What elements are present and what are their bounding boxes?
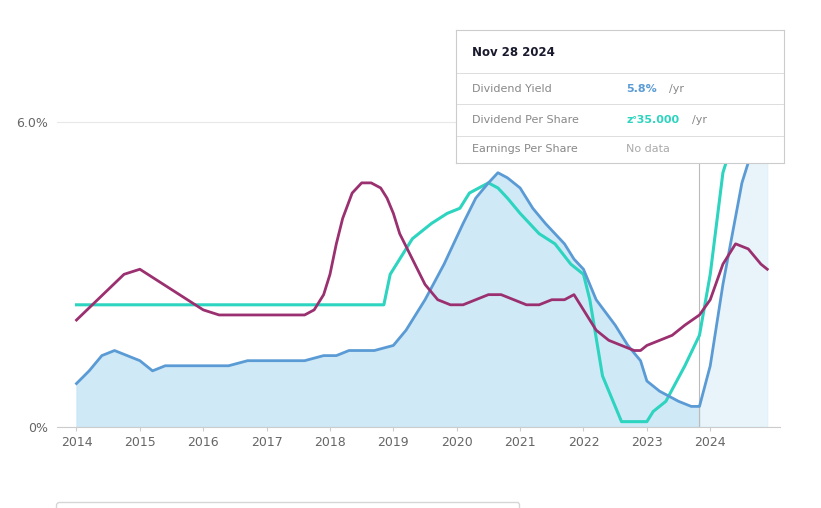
Text: zᐤ35.000: zᐤ35.000	[626, 115, 680, 125]
Text: Past: Past	[707, 85, 732, 98]
Text: No data: No data	[626, 144, 670, 154]
Legend: Dividend Yield, Dividend Per Share, Earnings Per Share: Dividend Yield, Dividend Per Share, Earn…	[57, 502, 519, 508]
Text: /yr: /yr	[669, 84, 684, 93]
Text: Nov 28 2024: Nov 28 2024	[472, 46, 555, 59]
Text: Dividend Per Share: Dividend Per Share	[472, 115, 579, 125]
Text: /yr: /yr	[692, 115, 707, 125]
Text: Dividend Yield: Dividend Yield	[472, 84, 552, 93]
Text: Earnings Per Share: Earnings Per Share	[472, 144, 578, 154]
Text: 5.8%: 5.8%	[626, 84, 657, 93]
